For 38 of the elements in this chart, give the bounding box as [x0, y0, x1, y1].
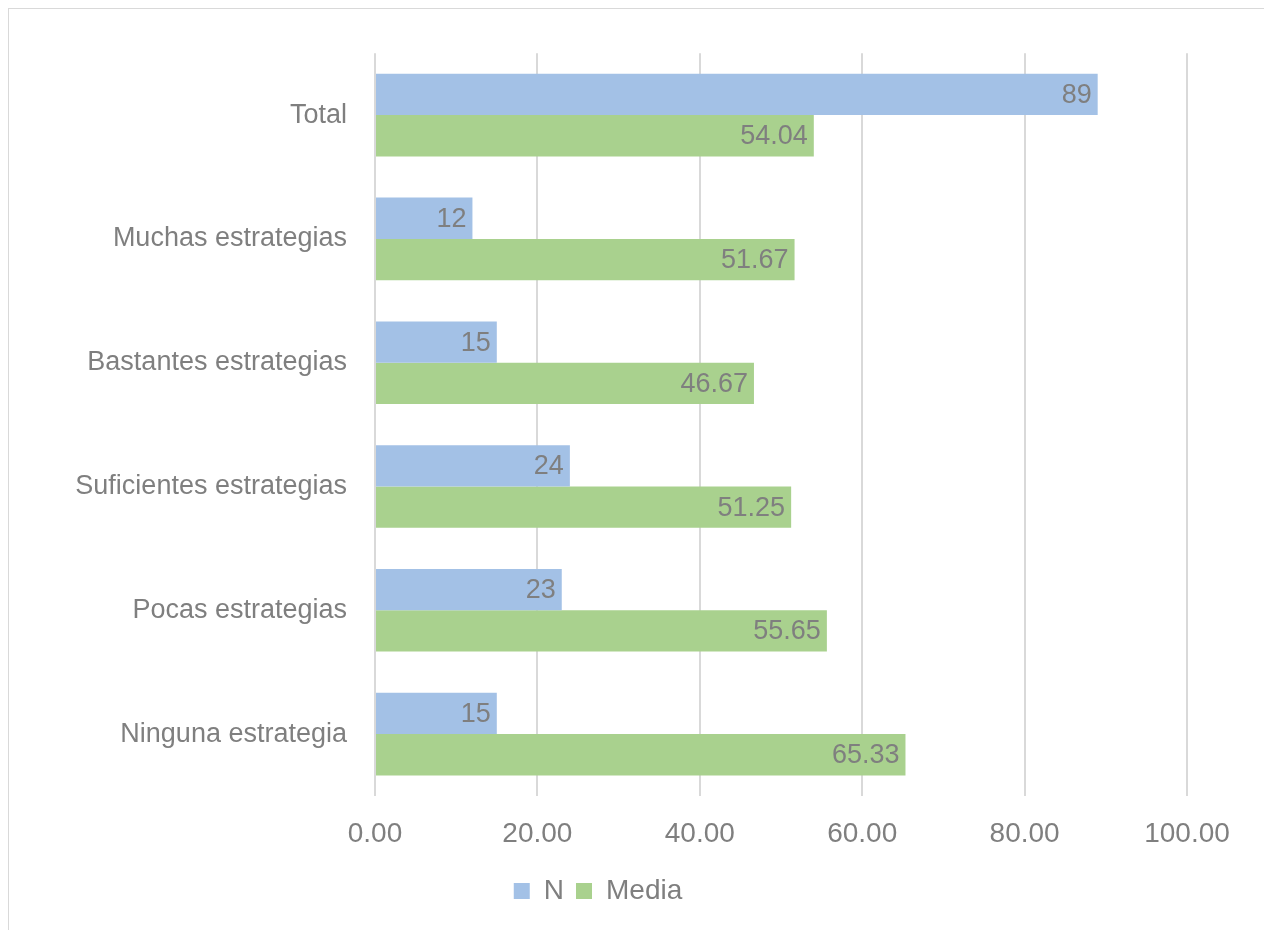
x-tick-label: 100.00 — [1144, 816, 1230, 848]
data-label: 51.67 — [720, 244, 789, 274]
bar — [376, 486, 792, 528]
x-tick-label: 60.00 — [827, 816, 898, 848]
bar — [376, 734, 906, 776]
bar — [376, 238, 795, 281]
data-label: 23 — [525, 574, 556, 605]
legend-label: N — [543, 873, 564, 905]
data-label: 51.25 — [717, 491, 786, 522]
y-tick-label: Total — [289, 98, 347, 129]
y-tick-label: Suficientes estrategias — [75, 469, 347, 500]
y-tick-label: Muchas estrategias — [112, 222, 347, 253]
bar — [376, 73, 1098, 116]
x-tick-label: 40.00 — [664, 816, 735, 848]
bar — [376, 569, 562, 611]
data-label: 15 — [460, 326, 491, 357]
data-label: 12 — [436, 202, 467, 233]
bar — [376, 692, 497, 735]
bar — [376, 321, 497, 363]
bar — [376, 610, 827, 652]
data-label: 55.65 — [753, 615, 821, 646]
bar — [376, 362, 754, 404]
x-tick-label: 20.00 — [502, 816, 573, 848]
data-label: 24 — [533, 450, 564, 481]
y-tick-label: Pocas estrategias — [132, 593, 347, 624]
data-label: 89 — [1061, 78, 1092, 109]
data-label: 15 — [460, 697, 491, 728]
bar — [376, 445, 570, 487]
bar — [376, 115, 814, 157]
data-label: 65.33 — [831, 739, 900, 770]
x-tick-label: 80.00 — [989, 816, 1060, 848]
data-label: 46.67 — [680, 367, 748, 398]
y-tick-label: Bastantes estrategias — [87, 346, 347, 377]
y-tick-label: Ninguna estrategia — [120, 717, 348, 748]
legend-label: Media — [605, 873, 683, 905]
bar — [376, 197, 473, 239]
x-tick-label: 0.00 — [347, 816, 403, 848]
data-label: 54.04 — [740, 120, 808, 151]
